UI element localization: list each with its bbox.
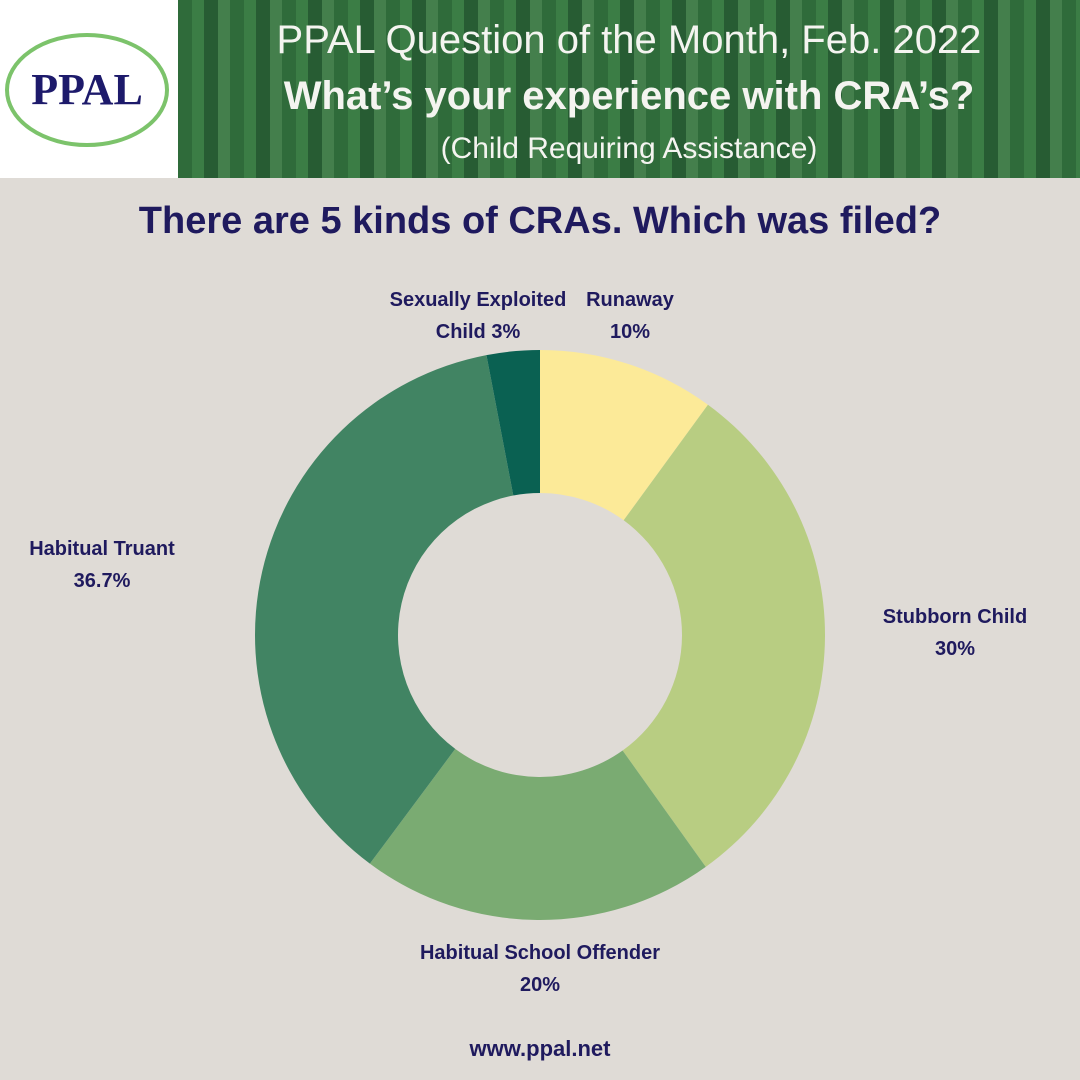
- donut-segment: [254, 355, 514, 864]
- header-title: PPAL Question of the Month, Feb. 2022: [276, 18, 982, 62]
- donut-segment: [622, 404, 826, 867]
- chart-title: There are 5 kinds of CRAs. Which was fil…: [138, 200, 942, 242]
- logo-text: PPAL: [31, 65, 143, 114]
- category-label: Runaway: [586, 289, 674, 311]
- slice-label: Stubborn Child 30%: [845, 601, 1065, 665]
- logo-ring: [5, 33, 169, 147]
- slice-label: Habitual Truant 36.7%: [2, 533, 202, 597]
- donut-segment: [486, 350, 540, 496]
- value-label: 36.7%: [73, 570, 131, 592]
- category-label: Habitual Truant: [29, 538, 175, 560]
- slice-label: Runaway 10%: [550, 284, 710, 348]
- category-label: Habitual School Offender: [419, 942, 661, 964]
- header-note: (Child Requiring Assistance): [440, 132, 818, 165]
- donut-segment: [540, 350, 708, 521]
- value-label: 3%: [491, 321, 521, 343]
- slice-label: Sexually Exploited Child 3%: [373, 284, 583, 348]
- value-label: 30%: [934, 638, 976, 660]
- value-label: 20%: [519, 974, 561, 996]
- category-label: Stubborn Child: [882, 606, 1028, 628]
- slice-label: Habitual School Offender 20%: [380, 937, 700, 1001]
- donut-segment: [369, 748, 706, 920]
- header-subtitle: What’s your experience with CRA’s?: [283, 74, 975, 118]
- logo: PPAL: [0, 0, 178, 178]
- value-label: 10%: [609, 321, 651, 343]
- footer: www.ppal.net: [469, 1036, 611, 1061]
- banner: [178, 0, 1080, 178]
- category-label: Sexually Exploited Child: [389, 289, 567, 343]
- logo-graphic: PPAL: [5, 33, 169, 147]
